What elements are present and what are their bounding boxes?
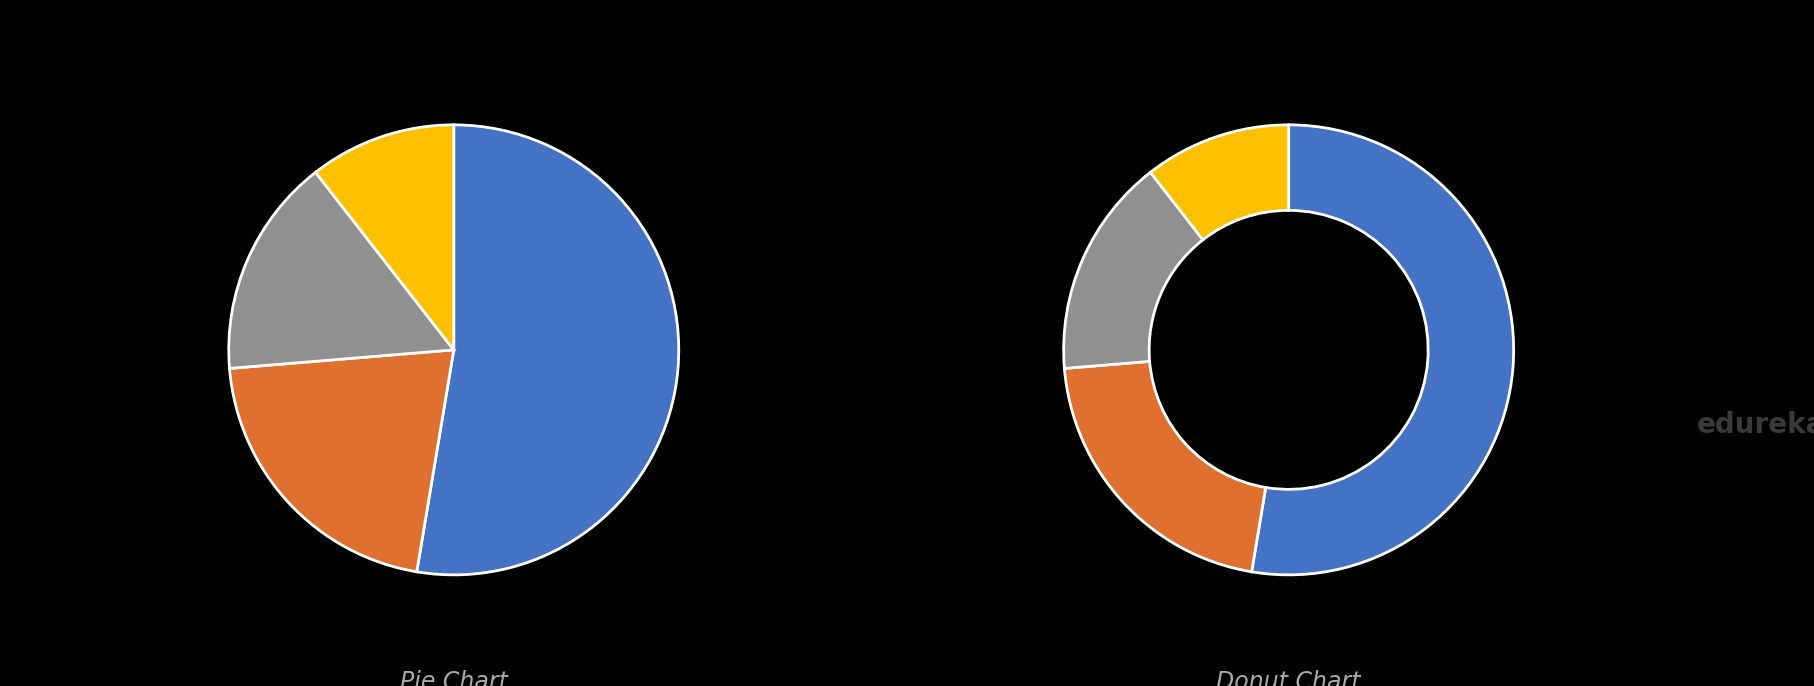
Text: edureka!: edureka! <box>1696 412 1814 439</box>
Wedge shape <box>229 172 454 368</box>
Wedge shape <box>229 350 454 572</box>
Wedge shape <box>1150 125 1288 240</box>
Text: Donut Chart: Donut Chart <box>1215 670 1360 686</box>
Wedge shape <box>1063 362 1264 572</box>
Wedge shape <box>1252 125 1513 575</box>
Wedge shape <box>1063 172 1203 368</box>
Wedge shape <box>316 125 454 350</box>
Wedge shape <box>417 125 678 575</box>
Text: Pie Chart: Pie Chart <box>399 670 508 686</box>
